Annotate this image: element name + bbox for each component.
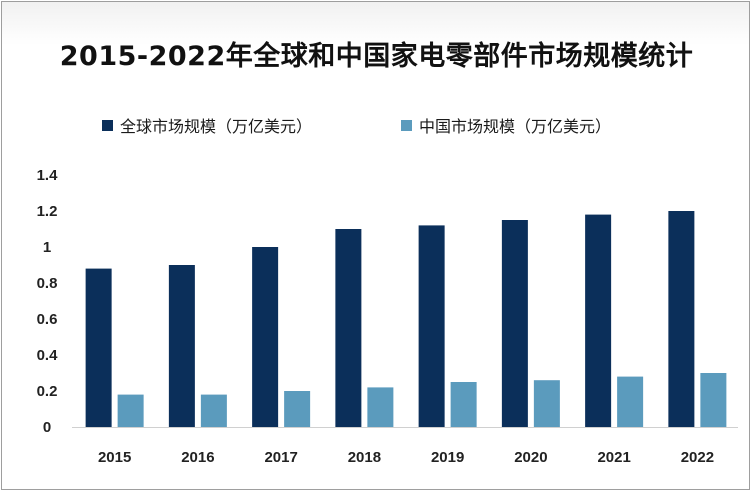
legend: 全球市场规模（万亿美元） 中国市场规模（万亿美元） <box>0 112 753 138</box>
bar-china <box>533 380 560 427</box>
legend-label-global: 全球市场规模（万亿美元） <box>120 117 313 136</box>
x-tick-label: 2017 <box>264 449 297 466</box>
bar-global <box>85 268 112 427</box>
y-tick-label: 1 <box>43 239 51 256</box>
bar-china <box>700 373 727 427</box>
bar-global <box>168 265 195 427</box>
x-tick-label: 2015 <box>98 449 131 466</box>
legend-item-china: 中国市场规模（万亿美元） <box>401 112 611 138</box>
chart-title: 2015-2022年全球和中国家电零部件市场规模统计 <box>59 41 694 72</box>
legend-label-china: 中国市场规模（万亿美元） <box>419 117 612 136</box>
bar-china <box>117 394 144 427</box>
y-tick-label: 0.2 <box>37 383 58 400</box>
bar-global <box>252 247 279 427</box>
bar-china <box>200 394 227 427</box>
bar-china <box>450 382 477 427</box>
bar-global <box>335 229 362 427</box>
x-tick-label: 2018 <box>348 449 381 466</box>
bar-global <box>418 225 445 427</box>
bar-global <box>668 211 695 427</box>
x-tick-label: 2021 <box>597 449 630 466</box>
y-tick-label: 0.4 <box>37 347 59 364</box>
legend-swatch-global <box>102 119 113 131</box>
legend-item-global: 全球市场规模（万亿美元） <box>102 112 312 138</box>
y-tick-label: 1.2 <box>37 203 58 220</box>
bar-china <box>367 387 394 427</box>
bar-china <box>284 391 311 427</box>
x-tick-label: 2016 <box>181 449 214 466</box>
bar-china <box>617 376 644 427</box>
bar-global <box>585 214 612 427</box>
x-tick-label: 2020 <box>514 449 547 466</box>
x-tick-label: 2022 <box>681 449 714 466</box>
y-tick-label: 0 <box>43 419 51 436</box>
y-tick-label: 0.8 <box>37 275 58 292</box>
bar-global <box>501 220 528 427</box>
legend-swatch-china <box>401 119 412 131</box>
title-band <box>2 2 749 98</box>
x-tick-label: 2019 <box>431 449 464 466</box>
y-tick-label: 0.6 <box>37 311 58 328</box>
y-tick-label: 1.4 <box>37 167 59 184</box>
